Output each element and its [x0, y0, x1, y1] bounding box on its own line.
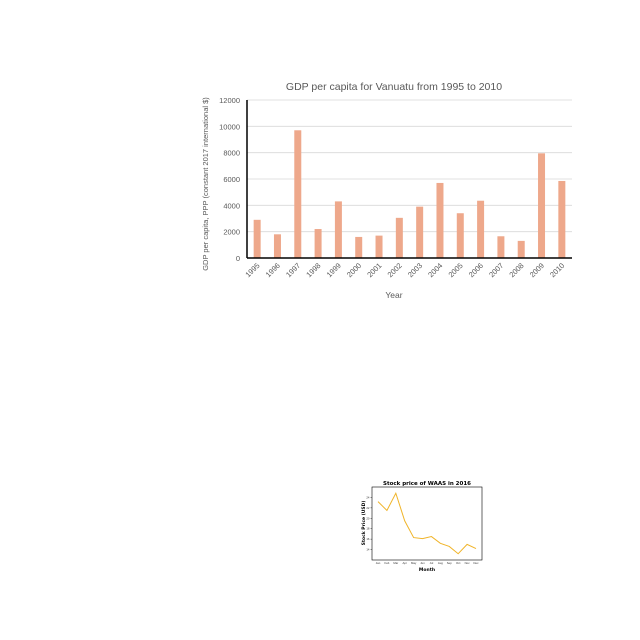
stock-y-axis-label: Stock Price (USD) — [361, 501, 367, 546]
gdp-x-tick-label: 2009 — [528, 261, 546, 279]
gdp-bar — [355, 236, 363, 258]
stock-y-ticks: 14 16 18 20 22 24 — [366, 495, 372, 552]
gdp-bar — [294, 130, 302, 258]
gdp-x-tick-label: 1996 — [264, 261, 282, 279]
stock-x-tick-label: Mar — [393, 561, 398, 565]
gdp-x-tick-label: 2008 — [507, 261, 525, 279]
gdp-x-tick-label: 1995 — [243, 261, 261, 279]
stock-y-tick-label: 18 — [366, 527, 370, 531]
gdp-y-tick-label: 10000 — [219, 122, 240, 131]
gdp-bar — [517, 240, 525, 258]
gdp-y-tick-label: 0 — [236, 254, 240, 263]
stock-x-tick-label: Apr — [403, 561, 407, 565]
gdp-chart: GDP per capita for Vanuatu from 1995 to … — [201, 81, 572, 300]
gdp-bar — [334, 201, 342, 258]
stock-x-tick-label: Jun — [420, 561, 425, 565]
gdp-x-tick-label: 1997 — [284, 261, 302, 279]
stock-x-ticks: Jan Feb Mar Apr May Jun Jul Aug Sep Oct Nov Dec — [376, 561, 479, 565]
gdp-y-tick-label: 2000 — [223, 228, 240, 237]
gdp-bar — [395, 217, 403, 258]
stock-x-tick-label: Jul — [430, 561, 434, 565]
gdp-x-tick-label: 2004 — [426, 261, 444, 279]
gdp-x-tick-label: 2001 — [365, 261, 383, 279]
stock-x-tick-label: Jan — [376, 561, 381, 565]
gdp-y-tick-label: 12000 — [219, 96, 240, 105]
gdp-x-tick-label: 2010 — [548, 261, 566, 279]
gdp-bar — [497, 236, 505, 258]
gdp-x-ticks: 1995 1996 1997 1998 1999 2000 2001 2002 2003 2004… — [243, 261, 566, 279]
stock-x-tick-label: Nov — [465, 561, 471, 565]
stock-chart-title: Stock price of WAAS in 2016 — [383, 481, 471, 487]
gdp-bar — [253, 219, 261, 258]
gdp-bar — [538, 153, 546, 258]
stock-x-tick-label: Feb — [384, 561, 389, 565]
gdp-x-tick-label: 2005 — [447, 261, 465, 279]
stock-x-axis-label: Month — [419, 567, 435, 573]
gdp-x-tick-label: 1999 — [325, 261, 343, 279]
stock-x-tick-label: Dec — [474, 561, 480, 565]
gdp-bar — [436, 182, 444, 258]
stock-plot-frame — [371, 486, 483, 561]
stock-x-tick-label: Aug — [438, 561, 443, 565]
gdp-x-tick-label: 1998 — [304, 261, 322, 279]
gdp-x-axis-label: Year — [385, 290, 402, 300]
gdp-y-tick-label: 6000 — [223, 175, 240, 184]
gdp-bar — [314, 229, 322, 258]
stock-y-tick-label: 24 — [366, 495, 370, 499]
stock-x-tick-label: Oct — [456, 561, 461, 565]
stock-x-tick-label: May — [411, 561, 417, 565]
gdp-bar — [416, 206, 424, 258]
stock-chart: Stock price of WAAS in 2016 Stock Price … — [361, 481, 483, 573]
gdp-y-tick-label: 4000 — [223, 201, 240, 210]
stock-x-tick-label: Sep — [447, 561, 452, 565]
gdp-y-tick-label: 8000 — [223, 149, 240, 158]
gdp-bars — [253, 130, 566, 258]
gdp-bar — [375, 235, 383, 258]
stock-y-tick-label: 22 — [366, 506, 370, 510]
gdp-x-tick-label: 2003 — [406, 261, 424, 279]
gdp-x-tick-label: 2006 — [467, 261, 485, 279]
gdp-bar — [477, 200, 485, 258]
gdp-y-axis-label: GDP per capita, PPP (constant 2017 inter… — [201, 97, 210, 271]
gdp-bar — [456, 213, 464, 258]
gdp-x-tick-label: 2000 — [345, 261, 363, 279]
gdp-y-ticks: 0 2000 4000 6000 8000 10000 12000 — [219, 96, 240, 263]
stock-y-tick-label: 14 — [366, 548, 370, 552]
stock-series-line — [377, 491, 477, 555]
gdp-x-tick-label: 2007 — [487, 261, 505, 279]
gdp-bar — [558, 180, 566, 258]
stock-y-tick-label: 20 — [366, 516, 370, 520]
gdp-chart-title: GDP per capita for Vanuatu from 1995 to … — [286, 81, 502, 93]
stock-y-tick-label: 16 — [366, 537, 370, 541]
gdp-bar — [273, 234, 281, 258]
gdp-x-tick-label: 2002 — [386, 261, 404, 279]
